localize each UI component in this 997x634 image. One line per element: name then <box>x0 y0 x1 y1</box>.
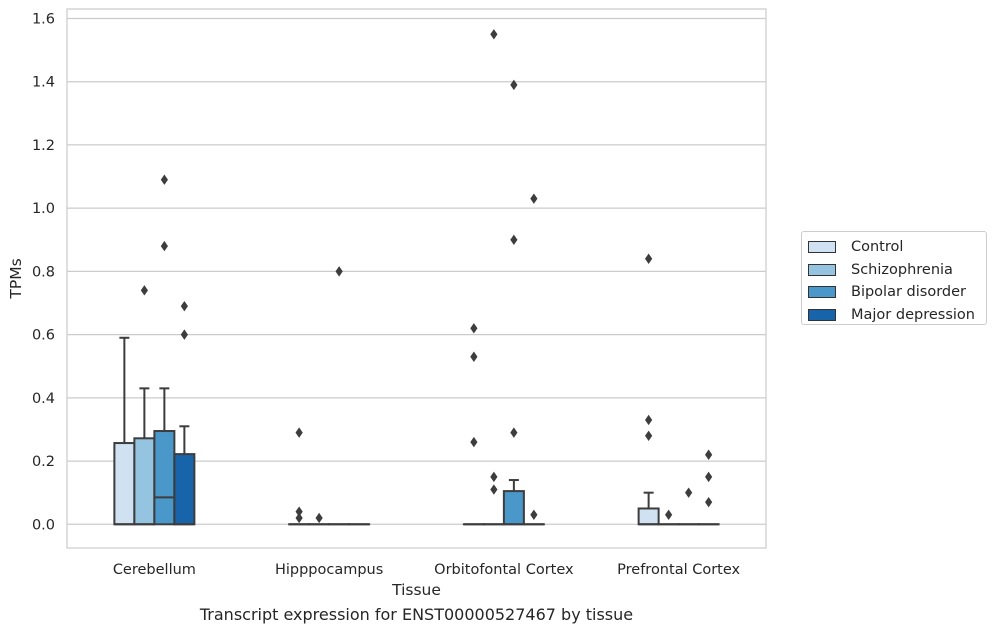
x-axis-label: Tissue <box>391 581 441 599</box>
y-tick-label: 0.4 <box>32 391 55 407</box>
legend-swatch <box>808 263 836 276</box>
y-tick-label: 1.2 <box>32 138 55 154</box>
outlier-point <box>490 29 498 40</box>
x-tick-label: Cerebellum <box>113 562 196 578</box>
box-group <box>677 487 700 526</box>
outlier-point <box>645 430 653 441</box>
box-group <box>328 266 351 526</box>
legend-item-schizophrenia: Schizophrenia <box>808 259 986 282</box>
y-tick-label: 1.6 <box>32 11 55 27</box>
legend-swatch <box>808 286 836 299</box>
y-tick-labels: 0.0 0.2 0.4 0.6 0.8 1.0 1.2 1.4 1.6 <box>32 11 55 533</box>
box-group <box>637 253 660 526</box>
y-axis-label: TPMs <box>7 258 25 299</box>
outlier-point <box>705 471 713 483</box>
box-group <box>502 79 525 526</box>
box-group <box>308 512 331 526</box>
outlier-point <box>705 496 713 508</box>
box <box>173 453 196 526</box>
outlier-point <box>470 323 478 334</box>
box-group <box>522 193 545 526</box>
outlier-point <box>665 509 673 521</box>
x-tick-labels: Cerebellum Hipppocampus Orbitofontal Corte… <box>113 562 741 578</box>
legend-item-major-depression: Major depression <box>808 304 986 327</box>
y-tick-label: 0.2 <box>32 454 55 470</box>
x-tick-label: Prefrontal Cortex <box>617 562 740 578</box>
outlier-point <box>140 285 148 296</box>
y-tick-label: 1.4 <box>32 75 55 91</box>
outlier-point <box>160 240 168 252</box>
legend-item-control: Control <box>808 236 986 259</box>
legend-label: Major depression <box>851 306 975 323</box>
outlier-point <box>705 449 713 460</box>
outlier-point <box>315 512 323 524</box>
box-group <box>288 427 311 526</box>
box <box>502 490 525 526</box>
outlier-point <box>295 427 303 438</box>
outlier-point <box>530 509 538 521</box>
outlier-point <box>510 79 518 91</box>
legend: Control Schizophrenia Bipolar disorder M… <box>801 231 987 325</box>
plot-frame <box>66 8 767 549</box>
outlier-point <box>510 234 518 245</box>
box-group <box>482 29 505 526</box>
boxes-layer <box>113 29 720 526</box>
y-tick-label: 0.8 <box>32 264 55 280</box>
outlier-point <box>160 174 168 185</box>
outlier-point <box>490 471 498 483</box>
outlier-point <box>530 193 538 204</box>
y-tick-label: 0.0 <box>32 517 55 533</box>
box <box>153 430 176 526</box>
legend-label: Schizophrenia <box>851 261 953 278</box>
outlier-point <box>295 512 303 524</box>
box <box>637 507 660 526</box>
box <box>133 437 156 526</box>
box-group <box>462 323 485 526</box>
y-tick-label: 0.6 <box>32 328 55 344</box>
outlier-point <box>295 506 303 517</box>
legend-swatch <box>808 241 836 254</box>
outlier-point <box>645 253 653 264</box>
chart-caption: Transcript expression for ENST0000052746… <box>199 605 634 624</box>
outlier-point <box>510 427 518 438</box>
outlier-point <box>335 266 343 277</box>
legend-label: Control <box>851 239 904 256</box>
legend-label: Bipolar disorder <box>851 284 966 301</box>
box-group <box>113 336 136 526</box>
outlier-point <box>470 351 478 362</box>
outlier-point <box>180 300 188 312</box>
outlier-point <box>470 436 478 448</box>
legend-swatch <box>808 308 836 321</box>
box-group <box>697 449 720 526</box>
box-group <box>173 300 196 526</box>
x-tick-label: Orbitofontal Cortex <box>434 562 574 578</box>
outlier-point <box>685 487 693 498</box>
legend-item-bipolar-disorder: Bipolar disorder <box>808 281 986 304</box>
box <box>113 442 136 526</box>
outlier-point <box>490 484 498 495</box>
y-tick-label: 1.0 <box>32 201 55 217</box>
x-tick-label: Hipppocampus <box>275 562 383 578</box>
outlier-point <box>645 414 653 426</box>
outlier-point <box>180 329 188 340</box>
box-group <box>153 174 176 526</box>
box-group <box>657 509 680 526</box>
box-group <box>133 285 156 526</box>
